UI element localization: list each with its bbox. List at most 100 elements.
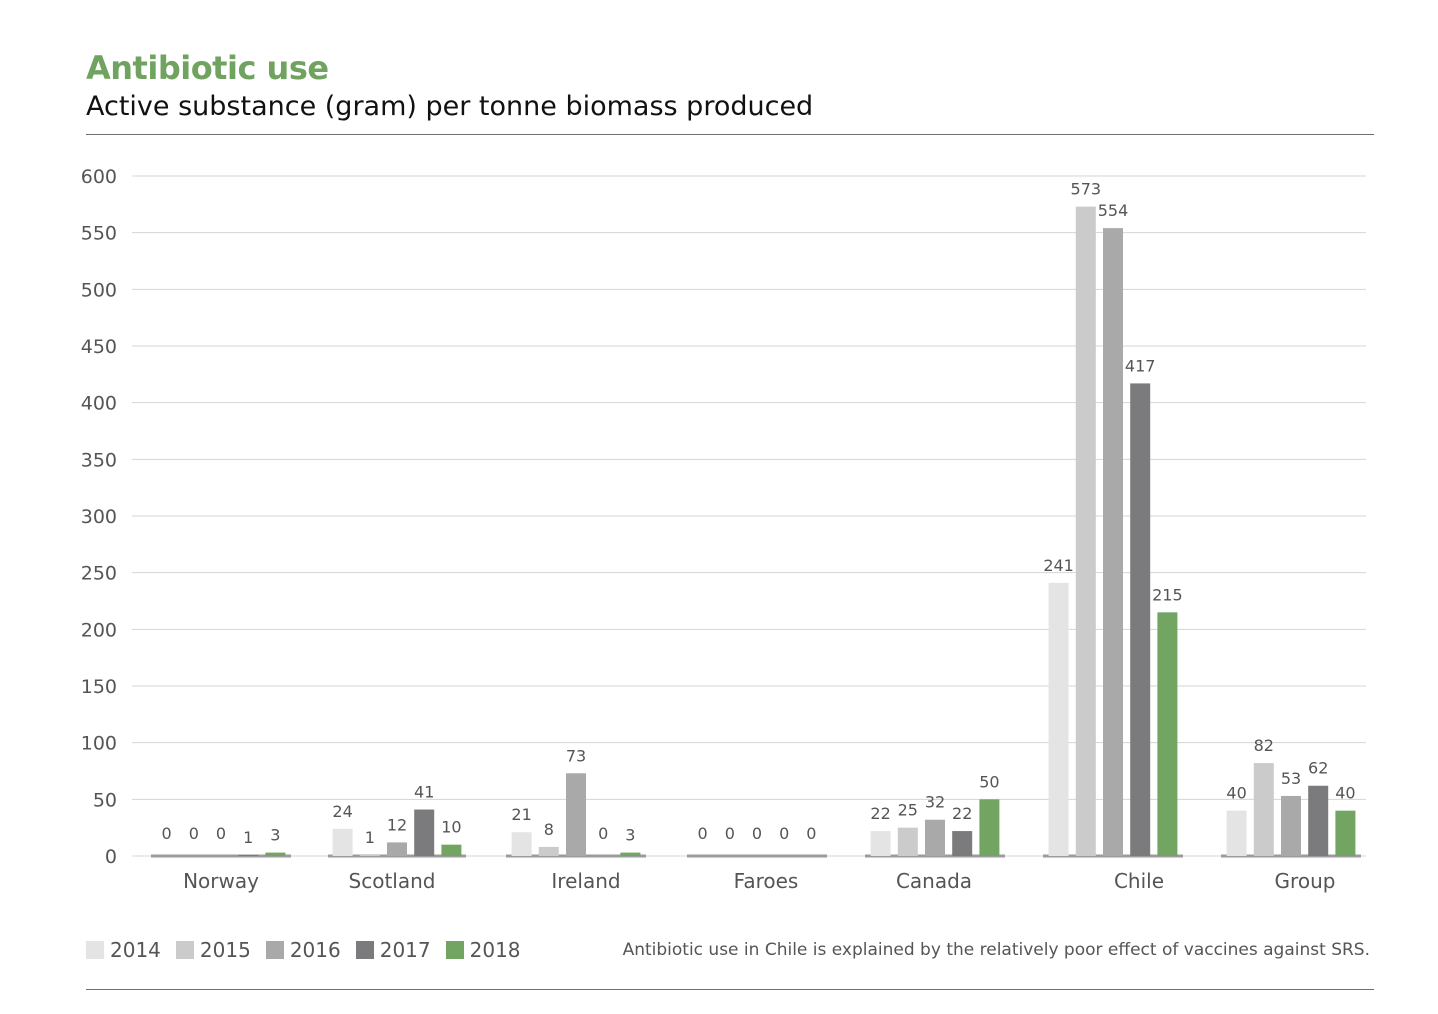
bar-ireland-2016: [566, 773, 586, 856]
legend-item-2015: 2015: [175, 938, 251, 962]
bar-group-2014: [1226, 810, 1247, 856]
data-label-scotland-2016: 12: [387, 815, 407, 834]
bar-chile-2016: [1103, 228, 1123, 857]
bar-norway-2018: [265, 852, 286, 856]
chart-legend: 2014 2015 2016 2017 2018: [86, 936, 521, 964]
data-label-norway-2018: 3: [270, 826, 280, 845]
bar-chile-2014: [1048, 582, 1069, 856]
data-label-faroes-2014: 0: [698, 824, 708, 843]
bar-canada-2017: [952, 831, 973, 856]
chart-title: Antibiotic use: [86, 49, 329, 87]
top-divider: [86, 134, 1374, 135]
data-label-norway-2016: 0: [216, 824, 226, 843]
y-tick-label-600: 600: [81, 166, 117, 188]
bar-group-2018: [1335, 810, 1356, 856]
data-label-faroes-2016: 0: [752, 824, 762, 843]
bottom-divider: [86, 989, 1374, 990]
data-label-norway-2017: 1: [243, 828, 253, 847]
data-label-canada-2018: 50: [979, 772, 999, 791]
bar-group-2017: [1308, 785, 1329, 856]
bar-canada-2016: [925, 819, 945, 856]
legend-item-2018: 2018: [445, 938, 521, 962]
x-tick-label-scotland: Scotland: [349, 869, 436, 893]
data-label-faroes-2018: 0: [806, 824, 816, 843]
legend-item-2017: 2017: [355, 938, 431, 962]
y-tick-label-500: 500: [81, 279, 117, 301]
bar-scotland-2016: [387, 842, 407, 856]
data-label-faroes-2017: 0: [779, 824, 789, 843]
y-tick-label-200: 200: [81, 619, 117, 641]
y-tick-label-550: 550: [81, 223, 117, 245]
data-label-scotland-2018: 10: [441, 818, 461, 837]
legend-swatch-2015: [175, 941, 194, 959]
data-label-ireland-2017: 0: [598, 824, 608, 843]
y-tick-label-250: 250: [81, 563, 117, 585]
bar-canada-2015: [897, 827, 918, 856]
legend-label-2015: 2015: [199, 938, 251, 962]
data-label-group-2018: 40: [1335, 784, 1355, 803]
legend-item-2016: 2016: [265, 938, 341, 962]
bar-group-2015: [1253, 763, 1274, 856]
data-label-chile-2015: 573: [1071, 180, 1102, 199]
data-label-ireland-2018: 3: [625, 826, 635, 845]
chart-subtitle: Active substance (gram) per tonne biomas…: [86, 91, 814, 122]
x-tick-label-ireland: Ireland: [551, 869, 620, 893]
data-label-chile-2014: 241: [1043, 556, 1074, 575]
legend-label-2018: 2018: [469, 938, 521, 962]
x-tick-label-group: Group: [1275, 869, 1336, 893]
bar-group-2016: [1281, 795, 1301, 856]
data-label-scotland-2015: 1: [365, 828, 375, 847]
data-label-scotland-2017: 41: [414, 783, 434, 802]
legend-item-2014: 2014: [86, 938, 161, 962]
data-label-group-2015: 82: [1254, 736, 1274, 755]
legend-swatch-2016: [265, 941, 284, 959]
y-tick-label-100: 100: [81, 733, 117, 755]
data-label-canada-2014: 22: [870, 804, 890, 823]
data-label-scotland-2014: 24: [332, 802, 352, 821]
x-tick-label-norway: Norway: [183, 869, 259, 893]
y-tick-label-300: 300: [81, 506, 117, 528]
bar-scotland-2014: [332, 828, 353, 856]
bar-scotland-2018: [441, 844, 462, 856]
data-label-ireland-2016: 73: [566, 746, 586, 765]
bar-canada-2014: [870, 831, 891, 856]
legend-label-2017: 2017: [379, 938, 431, 962]
data-label-chile-2018: 215: [1152, 585, 1183, 604]
data-label-ireland-2015: 8: [544, 820, 554, 839]
x-tick-label-chile: Chile: [1114, 869, 1164, 893]
data-label-group-2017: 62: [1308, 759, 1328, 778]
bar-chile-2015: [1075, 206, 1096, 857]
data-label-group-2016: 53: [1281, 769, 1301, 788]
data-label-faroes-2015: 0: [725, 824, 735, 843]
bar-chile-2018: [1157, 612, 1178, 856]
data-label-canada-2016: 32: [925, 793, 945, 812]
y-tick-label-50: 50: [93, 789, 117, 811]
data-label-norway-2015: 0: [189, 824, 199, 843]
bar-canada-2018: [979, 799, 1000, 856]
y-tick-label-450: 450: [81, 336, 117, 358]
data-label-chile-2017: 417: [1125, 356, 1156, 375]
bar-chile-2017: [1130, 383, 1151, 856]
chile-explanatory-note: Antibiotic use in Chile is explained by …: [622, 940, 1370, 960]
y-tick-label-350: 350: [81, 449, 117, 471]
bar-norway-2017: [238, 854, 259, 856]
bar-ireland-2015: [538, 846, 559, 856]
data-label-norway-2014: 0: [162, 824, 172, 843]
legend-label-2014: 2014: [110, 938, 161, 962]
bar-ireland-2014: [511, 832, 532, 856]
data-label-chile-2016: 554: [1098, 201, 1129, 220]
legend-label-2016: 2016: [289, 938, 341, 962]
legend-swatch-2014: [86, 941, 104, 959]
x-tick-label-canada: Canada: [896, 869, 972, 893]
legend-swatch-2017: [355, 941, 374, 959]
data-label-canada-2015: 25: [898, 801, 918, 820]
data-label-group-2014: 40: [1226, 784, 1246, 803]
y-tick-label-400: 400: [81, 393, 117, 415]
bar-scotland-2017: [414, 809, 435, 856]
bar-scotland-2015: [359, 854, 380, 856]
y-tick-label-0: 0: [105, 846, 117, 868]
x-tick-label-faroes: Faroes: [734, 869, 799, 893]
bar-ireland-2018: [620, 852, 641, 856]
